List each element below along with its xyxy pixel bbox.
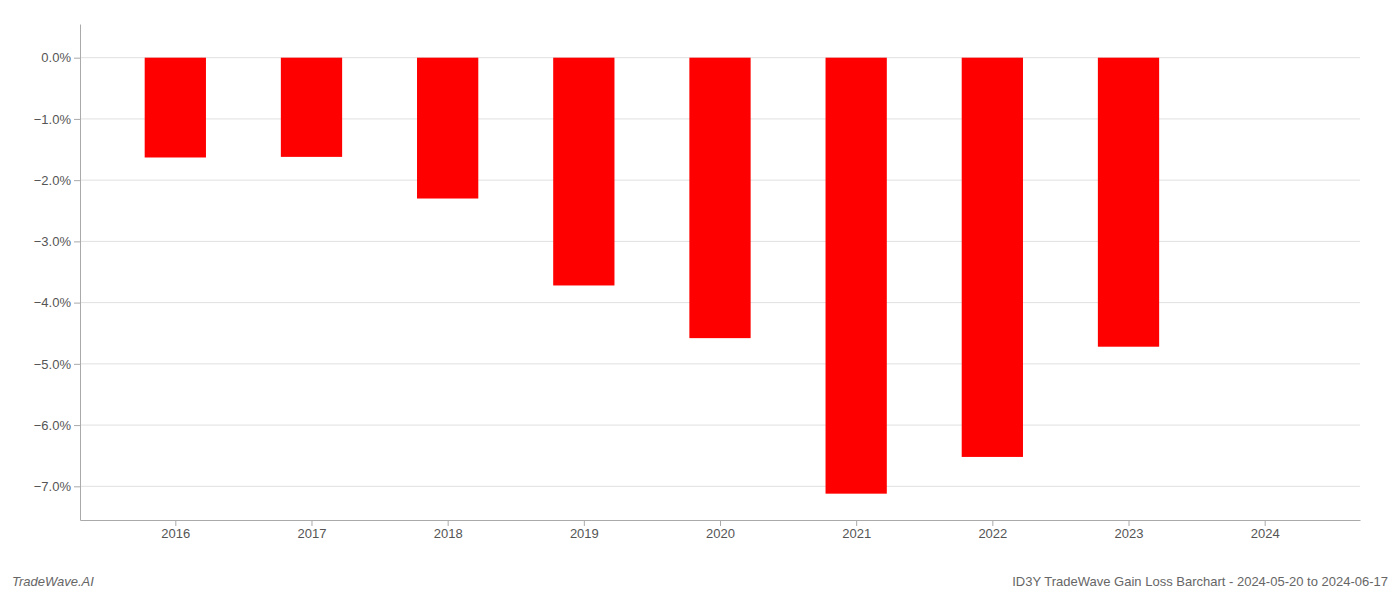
y-tick-mark [74, 241, 80, 242]
grid-line [80, 486, 1360, 487]
bar [689, 58, 750, 338]
y-axis: 0.0% −1.0% −2.0% −3.0% −4.0% −5.0% −6.0% −7.0% [34, 25, 81, 521]
x-tick-label: 2024 [1251, 526, 1280, 541]
title: ID3Y TradeWave Gain Loss Barchart - 2024… [1012, 574, 1388, 589]
y-tick-mark [74, 119, 80, 120]
x-tick-mark [311, 520, 312, 526]
y-tick-label: −5.0% [34, 357, 72, 372]
subtitle: TradeWave.AI [12, 574, 94, 589]
x-axis: 2016 2017 2018 2019 2020 2021 2022 2023 2024 [81, 520, 1361, 541]
y-tick-label: −1.0% [34, 112, 72, 127]
y-tick: −7.0% [34, 479, 80, 494]
y-tick-mark [74, 425, 80, 426]
y-tick-label: −3.0% [34, 234, 72, 249]
x-tick-label: 2021 [842, 526, 871, 541]
y-tick: 0.0% [41, 50, 80, 65]
y-tick: −1.0% [34, 112, 80, 127]
x-tick-mark [856, 520, 857, 526]
grid-line [80, 425, 1360, 426]
bar [417, 58, 478, 199]
x-tick: 2020 [706, 520, 735, 541]
x-tick: 2019 [570, 520, 599, 541]
x-tick-mark [1129, 520, 1130, 526]
y-tick: −2.0% [34, 173, 80, 188]
y-tick-mark [74, 364, 80, 365]
x-tick: 2022 [978, 520, 1007, 541]
x-tick: 2017 [298, 520, 327, 541]
x-tick-label: 2023 [1115, 526, 1144, 541]
y-tick: −3.0% [34, 234, 80, 249]
bar [553, 58, 614, 286]
y-tick-label: −7.0% [34, 479, 72, 494]
x-tick: 2016 [161, 520, 190, 541]
bar [962, 58, 1023, 457]
bar [281, 58, 342, 157]
x-tick-label: 2017 [298, 526, 327, 541]
y-tick: −6.0% [34, 418, 80, 433]
y-tick-mark [74, 486, 80, 487]
y-tick: −5.0% [34, 357, 80, 372]
bar [145, 58, 206, 158]
y-axis-line [80, 25, 81, 521]
y-tick-mark [74, 58, 80, 59]
x-tick: 2023 [1115, 520, 1144, 541]
grid [80, 58, 1360, 487]
x-tick-mark [992, 520, 993, 526]
y-tick-mark [74, 303, 80, 304]
x-tick: 2021 [842, 520, 871, 541]
grid-line [80, 363, 1360, 364]
y-tick-label: −2.0% [34, 173, 72, 188]
x-tick-label: 2022 [978, 526, 1007, 541]
y-tick-label: −6.0% [34, 418, 72, 433]
x-tick-label: 2020 [706, 526, 735, 541]
x-tick-label: 2018 [434, 526, 463, 541]
y-tick-label: −4.0% [34, 295, 72, 310]
y-tick-label: 0.0% [41, 50, 71, 65]
x-tick-mark [584, 520, 585, 526]
x-tick-label: 2016 [161, 526, 190, 541]
x-tick-mark [175, 520, 176, 526]
bar [1098, 58, 1159, 347]
x-tick-label: 2019 [570, 526, 599, 541]
bar [826, 58, 887, 494]
bars [145, 58, 1159, 494]
y-tick-mark [74, 180, 80, 181]
x-tick: 2024 [1251, 520, 1280, 541]
chart-svg: 0.0% −1.0% −2.0% −3.0% −4.0% −5.0% −6.0% −7.0% 2… [0, 0, 1400, 600]
y-tick: −4.0% [34, 295, 80, 310]
x-tick: 2018 [434, 520, 463, 541]
x-tick-mark [720, 520, 721, 526]
x-tick-mark [1265, 520, 1266, 526]
x-tick-mark [448, 520, 449, 526]
